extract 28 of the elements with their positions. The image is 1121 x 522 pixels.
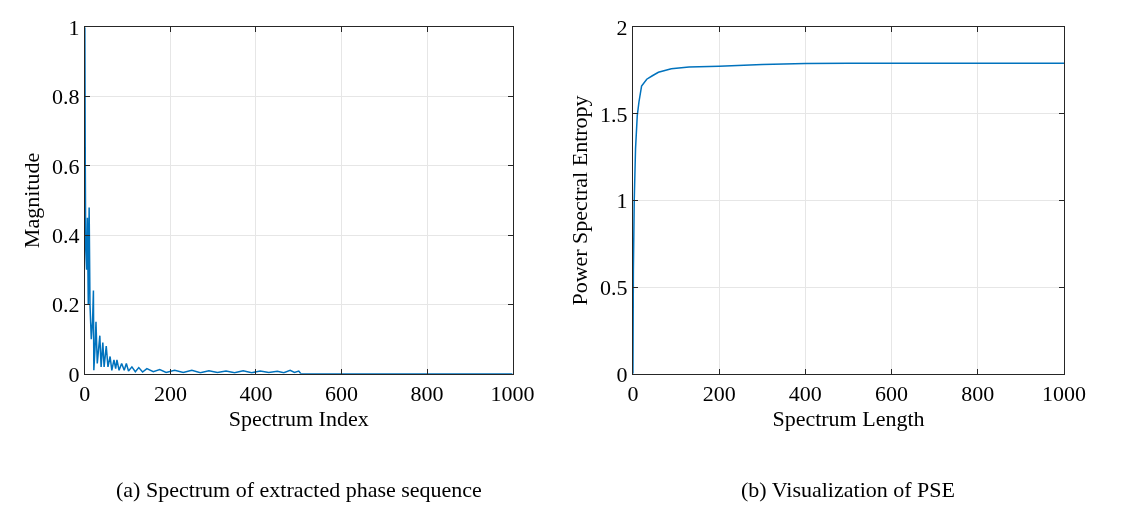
y-tick-label: 0.8 <box>51 84 80 110</box>
x-tick-label: 400 <box>788 381 822 407</box>
x-tick-label: 1000 <box>1042 381 1086 407</box>
x-tick-label: 400 <box>239 381 273 407</box>
text: (a) Spectrum of extracted phase sequence <box>116 477 482 502</box>
y-tick-label: 0 <box>616 361 628 387</box>
y-tick-label: 0.5 <box>600 274 628 300</box>
y-tick-label: 0 <box>68 361 80 387</box>
y-axis-title: Power Spectral Entropy <box>566 95 592 306</box>
y-tick-label: 1 <box>68 14 80 40</box>
x-tick-label: 600 <box>875 381 909 407</box>
x-tick-label: 200 <box>702 381 736 407</box>
text: (b) Visualization of PSE <box>741 477 955 502</box>
y-tick-label: 0.2 <box>51 292 80 318</box>
x-tick-label: 800 <box>410 381 444 407</box>
y-axis-title: Magnitude <box>18 152 44 249</box>
x-tick-label: 1000 <box>490 381 535 407</box>
x-axis-title: Spectrum Index <box>228 406 369 432</box>
x-axis-title: Spectrum Length <box>772 406 925 432</box>
y-tick-label: 0.6 <box>51 153 80 179</box>
y-tick-label: 2 <box>616 14 628 40</box>
y-tick-label: 1 <box>616 188 628 214</box>
x-tick-label: 200 <box>153 381 187 407</box>
y-tick-label: 1.5 <box>600 101 628 127</box>
line-series <box>632 62 1064 374</box>
y-tick-label: 0.4 <box>51 222 80 248</box>
x-tick-label: 800 <box>961 381 995 407</box>
x-tick-label: 600 <box>325 381 359 407</box>
